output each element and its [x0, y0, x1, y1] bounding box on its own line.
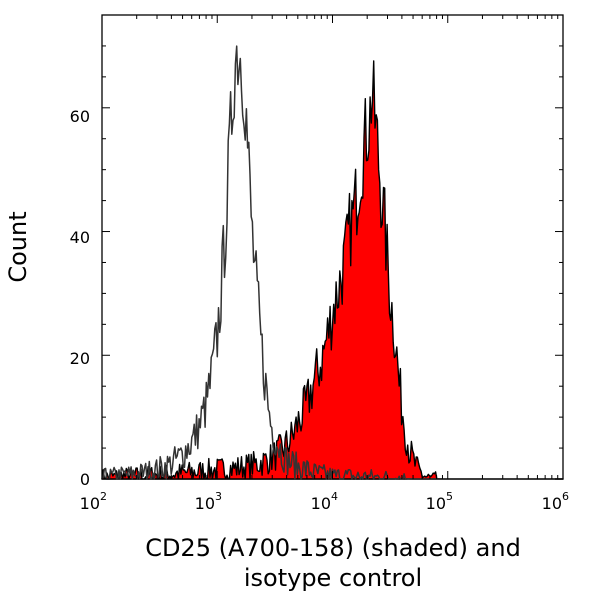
svg-text:6: 6: [562, 490, 569, 503]
x-tick-label-1e4: 10 4: [311, 490, 338, 513]
y-tick-label-40: 40: [70, 228, 90, 247]
series-layer: [101, 45, 564, 480]
svg-text:5: 5: [446, 490, 453, 503]
y-tick-label-0: 0: [80, 470, 90, 489]
x-axis-title-line2: isotype control: [244, 564, 422, 592]
series-isotype-control: [101, 45, 563, 480]
svg-text:2: 2: [100, 490, 107, 503]
ticks-layer: [101, 14, 564, 480]
svg-text:10: 10: [542, 494, 562, 513]
x-tick-label-1e2: 10 2: [80, 490, 107, 513]
y-tick-label-20: 20: [70, 349, 90, 368]
y-tick-label-60: 60: [70, 107, 90, 126]
x-tick-label-1e5: 10 5: [426, 490, 453, 513]
svg-text:10: 10: [311, 494, 331, 513]
x-tick-label-1e3: 10 3: [195, 490, 222, 513]
svg-text:10: 10: [426, 494, 446, 513]
series-cd25-shaded: [101, 60, 564, 480]
x-tick-label-1e6: 10 6: [542, 490, 569, 513]
svg-text:10: 10: [195, 494, 215, 513]
y-axis-title: Count: [4, 211, 32, 282]
svg-text:4: 4: [331, 490, 338, 503]
svg-text:10: 10: [80, 494, 100, 513]
svg-text:3: 3: [215, 490, 222, 503]
x-axis-title-line1: CD25 (A700-158) (shaded) and: [145, 534, 521, 562]
